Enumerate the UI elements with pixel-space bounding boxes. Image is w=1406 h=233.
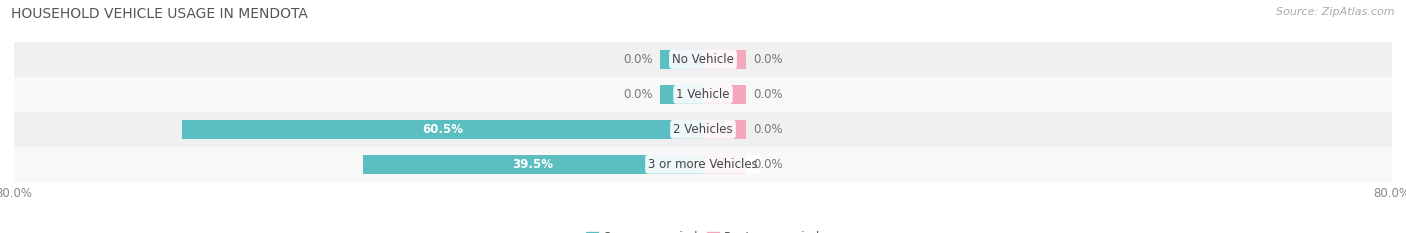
Text: 0.0%: 0.0% (754, 158, 783, 171)
Legend: Owner-occupied, Renter-occupied: Owner-occupied, Renter-occupied (581, 226, 825, 233)
Text: No Vehicle: No Vehicle (672, 53, 734, 66)
Bar (14, 77, 1392, 112)
Text: 1 Vehicle: 1 Vehicle (676, 88, 730, 101)
Bar (703, 85, 747, 104)
Bar (14, 112, 1392, 147)
Bar (659, 85, 703, 104)
Text: 0.0%: 0.0% (754, 123, 783, 136)
Text: 39.5%: 39.5% (512, 158, 554, 171)
Text: Source: ZipAtlas.com: Source: ZipAtlas.com (1277, 7, 1395, 17)
Text: HOUSEHOLD VEHICLE USAGE IN MENDOTA: HOUSEHOLD VEHICLE USAGE IN MENDOTA (11, 7, 308, 21)
Text: 0.0%: 0.0% (623, 88, 652, 101)
Bar (659, 50, 703, 69)
Text: 60.5%: 60.5% (422, 123, 463, 136)
Bar (14, 42, 1392, 77)
Text: 0.0%: 0.0% (754, 88, 783, 101)
Bar (703, 120, 747, 139)
Text: 2 Vehicles: 2 Vehicles (673, 123, 733, 136)
Bar (14, 147, 1392, 182)
Text: 0.0%: 0.0% (623, 53, 652, 66)
Text: 0.0%: 0.0% (754, 53, 783, 66)
Bar (363, 155, 703, 174)
Bar (703, 50, 747, 69)
Text: 3 or more Vehicles: 3 or more Vehicles (648, 158, 758, 171)
Bar (181, 120, 703, 139)
Bar (703, 155, 747, 174)
